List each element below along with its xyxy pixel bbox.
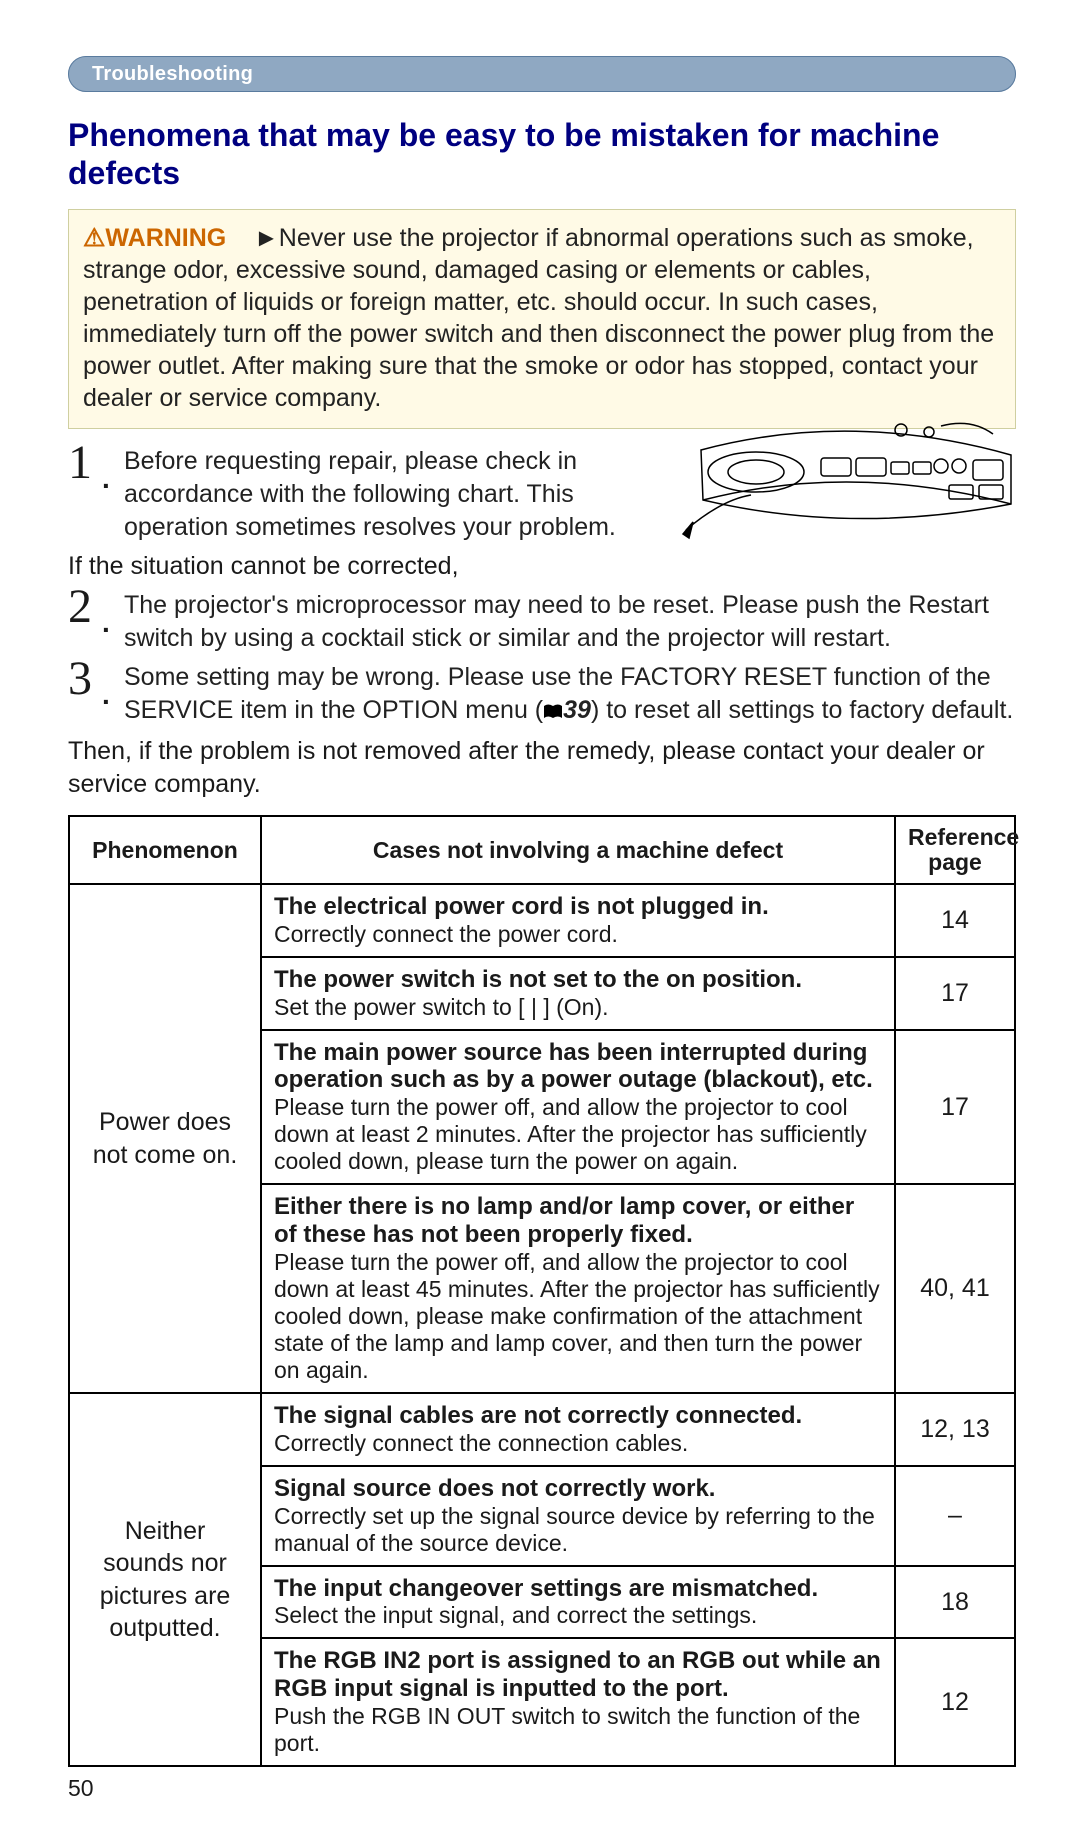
after-step-3-text: Then, if the problem is not removed afte… xyxy=(68,735,1016,801)
case-body: Push the RGB IN OUT switch to switch the… xyxy=(274,1703,882,1757)
step-dot: . xyxy=(102,679,110,711)
after-step-1-text: If the situation cannot be corrected, xyxy=(68,550,1016,583)
case-cell: The electrical power cord is not plugged… xyxy=(261,884,895,957)
case-title: The input changeover settings are mismat… xyxy=(274,1575,882,1603)
case-body: Correctly connect the connection cables. xyxy=(274,1430,882,1457)
th-reference: Reference page xyxy=(895,816,1015,885)
reference-cell: 12 xyxy=(895,1638,1015,1765)
step-dot: . xyxy=(102,607,110,639)
table-row: Power does not come on. The electrical p… xyxy=(69,884,1015,957)
page-title: Phenomena that may be easy to be mistake… xyxy=(68,116,1016,193)
step-2-text: The projector's microprocessor may need … xyxy=(124,591,989,652)
case-body: Please turn the power off, and allow the… xyxy=(274,1249,882,1385)
th-cases: Cases not involving a machine defect xyxy=(261,816,895,885)
step-2-number: 2 xyxy=(68,583,92,631)
case-title: The electrical power cord is not plugged… xyxy=(274,893,882,921)
step-1-text: Before requesting repair, please check i… xyxy=(124,447,616,541)
step-3: 3 . Some setting may be wrong. Please us… xyxy=(68,661,1016,729)
case-cell: Either there is no lamp and/or lamp cove… xyxy=(261,1184,895,1393)
step-1-number: 1 xyxy=(68,439,92,487)
step-2: 2 . The projector's microprocessor may n… xyxy=(68,589,1016,655)
page-number: 50 xyxy=(68,1775,1016,1802)
reference-cell: 17 xyxy=(895,957,1015,1030)
case-cell: The main power source has been interrupt… xyxy=(261,1030,895,1185)
case-cell: The power switch is not set to the on po… xyxy=(261,957,895,1030)
case-title: The signal cables are not correctly conn… xyxy=(274,1402,882,1430)
case-body: Correctly set up the signal source devic… xyxy=(274,1503,882,1557)
case-cell: The input changeover settings are mismat… xyxy=(261,1566,895,1639)
case-title: Either there is no lamp and/or lamp cove… xyxy=(274,1193,882,1248)
phenomenon-cell: Power does not come on. xyxy=(69,884,261,1393)
reference-cell: – xyxy=(895,1466,1015,1566)
book-icon xyxy=(543,696,563,729)
case-cell: Signal source does not correctly work. C… xyxy=(261,1466,895,1566)
step-1: 1 . Before requesting repair, please che… xyxy=(68,445,1016,544)
case-body: Please turn the power off, and allow the… xyxy=(274,1094,882,1175)
case-body: Set the power switch to [ | ] (On). xyxy=(274,994,882,1021)
case-cell: The RGB IN2 port is assigned to an RGB o… xyxy=(261,1638,895,1765)
case-title: The main power source has been interrupt… xyxy=(274,1039,882,1094)
step-dot: . xyxy=(102,463,110,495)
reference-cell: 12, 13 xyxy=(895,1393,1015,1466)
section-header: Troubleshooting xyxy=(68,56,1016,92)
case-title: The power switch is not set to the on po… xyxy=(274,966,882,994)
case-title: The RGB IN2 port is assigned to an RGB o… xyxy=(274,1647,882,1702)
troubleshooting-table: Phenomenon Cases not involving a machine… xyxy=(68,815,1016,1767)
table-row: Neither sounds nor pictures are outputte… xyxy=(69,1393,1015,1466)
warning-box: ⚠WARNING ►Never use the projector if abn… xyxy=(68,209,1016,429)
case-title: Signal source does not correctly work. xyxy=(274,1475,882,1503)
case-cell: The signal cables are not correctly conn… xyxy=(261,1393,895,1466)
case-body: Correctly connect the power cord. xyxy=(274,921,882,948)
step-3-text-b: ) to reset all settings to factory defau… xyxy=(591,696,1013,724)
phenomenon-cell: Neither sounds nor pictures are outputte… xyxy=(69,1393,261,1766)
reference-cell: 18 xyxy=(895,1566,1015,1639)
step-3-pageref: 39 xyxy=(563,696,591,724)
reference-cell: 14 xyxy=(895,884,1015,957)
th-phenomenon: Phenomenon xyxy=(69,816,261,885)
warning-triangle-icon: ⚠ xyxy=(83,224,105,252)
reference-cell: 17 xyxy=(895,1030,1015,1185)
reference-cell: 40, 41 xyxy=(895,1184,1015,1393)
arrow-icon: ► xyxy=(254,224,279,252)
step-3-number: 3 xyxy=(68,655,92,703)
steps-list: 1 . Before requesting repair, please che… xyxy=(68,445,1016,801)
case-body: Select the input signal, and correct the… xyxy=(274,1602,882,1629)
section-header-label: Troubleshooting xyxy=(92,63,253,86)
warning-label: WARNING xyxy=(105,224,226,252)
